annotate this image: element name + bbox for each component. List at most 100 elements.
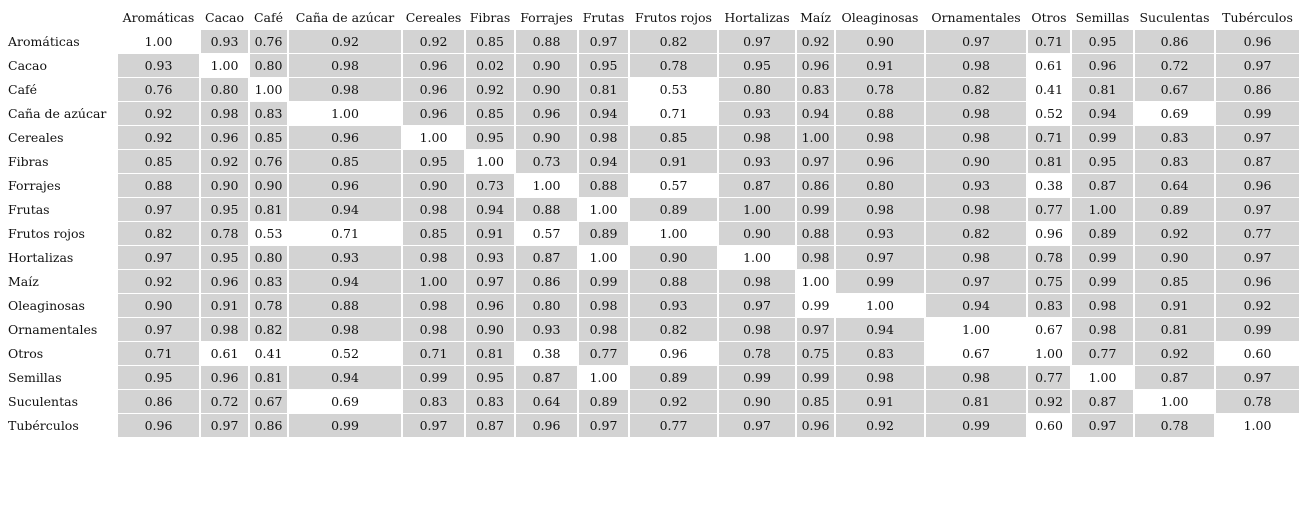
cell: 0.81 (466, 342, 514, 365)
cell: 0.92 (118, 270, 199, 293)
cell: 0.94 (926, 294, 1026, 317)
cell: 0.89 (579, 390, 628, 413)
cell: 0.53 (250, 222, 287, 245)
column-header: Aromáticas (122, 10, 195, 25)
cell: 0.94 (836, 318, 924, 341)
cell: 0.97 (118, 318, 199, 341)
cell: 0.98 (836, 198, 924, 221)
cell: 0.98 (289, 318, 401, 341)
row-label: Oleaginosas (6, 294, 116, 317)
cell: 0.73 (466, 174, 514, 197)
cell: 0.94 (579, 150, 628, 173)
cell: 0.83 (250, 270, 287, 293)
cell: 0.87 (466, 414, 514, 437)
cell: 0.83 (1135, 126, 1214, 149)
cell: 0.99 (579, 270, 628, 293)
cell: 0.99 (1072, 126, 1133, 149)
cell: 1.00 (1216, 414, 1299, 437)
cell: 0.89 (1072, 222, 1133, 245)
cell: 0.69 (1135, 102, 1214, 125)
cell: 0.72 (1135, 54, 1214, 77)
cell: 1.00 (403, 126, 464, 149)
cell: 0.77 (1028, 198, 1070, 221)
cell: 1.00 (579, 366, 628, 389)
cell: 0.96 (836, 150, 924, 173)
cell: 0.61 (1028, 54, 1070, 77)
cell: 0.88 (579, 174, 628, 197)
cell: 0.81 (579, 78, 628, 101)
cell: 0.78 (1216, 390, 1299, 413)
row-label: Ornamentales (6, 318, 116, 341)
cell: 0.80 (201, 78, 248, 101)
cell: 0.57 (516, 222, 577, 245)
cell: 0.72 (201, 390, 248, 413)
cell: 0.77 (630, 414, 717, 437)
cell: 0.95 (466, 126, 514, 149)
cell: 0.97 (1072, 414, 1133, 437)
cell: 0.52 (289, 342, 401, 365)
cell: 0.88 (630, 270, 717, 293)
cell: 0.71 (403, 342, 464, 365)
cell: 0.71 (1028, 30, 1070, 53)
cell: 0.97 (1216, 126, 1299, 149)
cell: 0.57 (630, 174, 717, 197)
cell: 0.90 (403, 174, 464, 197)
table-row: Oleaginosas 0.90 0.91 0.78 0.88 0.98 0.96 0.80 0… (6, 294, 1299, 317)
cell: 0.89 (1135, 198, 1214, 221)
row-label: Suculentas (6, 390, 116, 413)
cell: 0.75 (797, 342, 834, 365)
cell: 0.99 (836, 270, 924, 293)
cell: 0.93 (630, 294, 717, 317)
cell: 0.99 (719, 366, 795, 389)
cell: 0.71 (1028, 126, 1070, 149)
cell: 0.93 (719, 150, 795, 173)
cell: 0.94 (289, 270, 401, 293)
row-label: Cacao (6, 54, 116, 77)
cell: 0.98 (403, 246, 464, 269)
cell: 0.78 (836, 78, 924, 101)
table-row: Cereales 0.92 0.96 0.85 0.96 1.00 0.95 0.90 0.98… (6, 126, 1299, 149)
cell: 0.98 (926, 126, 1026, 149)
cell: 0.97 (1216, 198, 1299, 221)
cell: 0.95 (201, 246, 248, 269)
cell: 1.00 (516, 174, 577, 197)
cell: 0.97 (1216, 366, 1299, 389)
cell: 0.99 (797, 294, 834, 317)
cell: 0.90 (466, 318, 514, 341)
cell: 0.87 (516, 246, 577, 269)
table-row: Frutas 0.97 0.95 0.81 0.94 0.98 0.94 0.88 1.00 0.… (6, 198, 1299, 221)
cell: 0.92 (1135, 342, 1214, 365)
cell: 0.78 (250, 294, 287, 317)
cell: 0.96 (516, 414, 577, 437)
cell: 0.67 (1028, 318, 1070, 341)
cell: 0.98 (719, 126, 795, 149)
column-header: Caña de azúcar (295, 10, 395, 25)
cell: 0.41 (1028, 78, 1070, 101)
cell: 0.92 (118, 126, 199, 149)
table-row: Fibras 0.85 0.92 0.76 0.85 0.95 1.00 0.73 0.94 0.… (6, 150, 1299, 173)
cell: 0.86 (1135, 30, 1214, 53)
table-row: Suculentas 0.86 0.72 0.67 0.69 0.83 0.83 0.64 0.… (6, 390, 1299, 413)
cell: 0.67 (1135, 78, 1214, 101)
cell: 0.88 (516, 30, 577, 53)
cell: 0.97 (403, 414, 464, 437)
cell: 0.91 (1135, 294, 1214, 317)
cell: 0.97 (719, 294, 795, 317)
cell: 0.88 (516, 198, 577, 221)
cell: 0.99 (1072, 270, 1133, 293)
cell: 0.97 (719, 30, 795, 53)
cell: 0.96 (466, 294, 514, 317)
cell: 0.90 (516, 78, 577, 101)
cell: 0.92 (466, 78, 514, 101)
table-row: Café 0.76 0.80 1.00 0.98 0.96 0.92 0.90 0.81 0.53… (6, 78, 1299, 101)
cell: 0.85 (797, 390, 834, 413)
cell: 1.00 (719, 246, 795, 269)
cell: 0.80 (250, 246, 287, 269)
cell: 1.00 (1072, 198, 1133, 221)
cell: 0.77 (1072, 342, 1133, 365)
cell: 0.81 (926, 390, 1026, 413)
cell: 0.80 (719, 78, 795, 101)
cell: 0.92 (201, 150, 248, 173)
cell: 0.99 (289, 414, 401, 437)
cell: 0.88 (289, 294, 401, 317)
